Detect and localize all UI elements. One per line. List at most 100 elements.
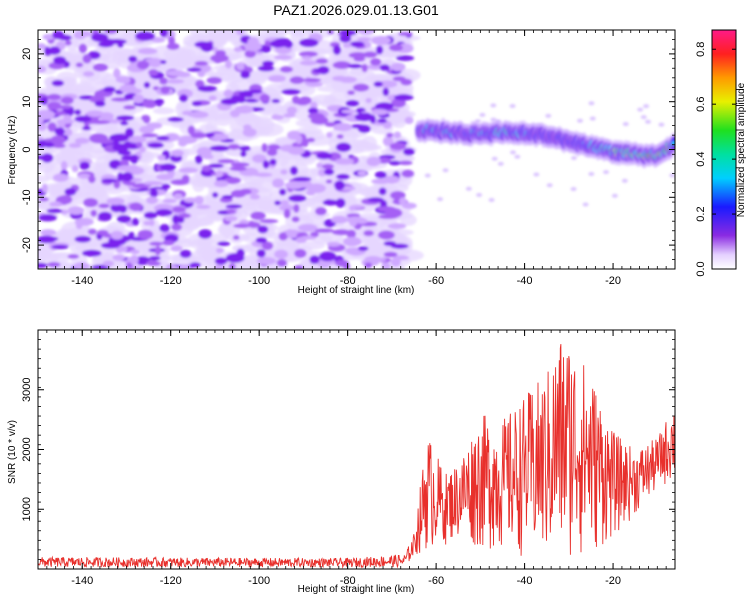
noise-blob <box>361 63 368 73</box>
noise-blob <box>58 194 73 205</box>
noise-blob <box>295 98 310 106</box>
noise-blob <box>389 142 407 150</box>
noise-blob <box>46 208 63 214</box>
noise-blob <box>316 187 325 192</box>
noise-blob <box>252 154 267 163</box>
noise-blob <box>189 111 209 119</box>
noise-blob <box>225 204 243 209</box>
noise-blob <box>336 134 344 139</box>
noise-blob <box>83 197 99 208</box>
noise-blob <box>267 144 281 151</box>
noise-blob <box>74 235 92 243</box>
noise-blob <box>144 58 164 65</box>
noise-blob <box>402 147 415 156</box>
noise-blob <box>179 249 192 259</box>
noise-blob <box>149 188 158 198</box>
noise-blob <box>50 135 66 145</box>
noise-blob <box>379 64 390 72</box>
noise-blob <box>74 109 82 116</box>
y-tick-label: -20 <box>21 237 33 253</box>
bottom-axes: -140 -120 -100 -80 -60 -40 -20 1000 2000 3000 <box>21 329 676 587</box>
noise-blob <box>129 249 140 255</box>
noise-blob <box>347 90 355 96</box>
noise-blob <box>301 138 309 148</box>
noise-blob <box>292 176 312 182</box>
noise-blob <box>252 212 266 220</box>
stray-blob <box>546 183 553 188</box>
x-tick-label: -60 <box>428 275 444 287</box>
noise-blob <box>198 229 212 239</box>
noise-blob <box>224 215 238 222</box>
noise-blob <box>202 154 214 160</box>
noise-blob <box>53 56 67 65</box>
noise-blob <box>315 58 329 64</box>
noise-blob <box>74 115 92 123</box>
x-tick-label: -40 <box>517 575 533 587</box>
noise-haze-blob <box>47 252 71 263</box>
stray-blob <box>488 197 495 202</box>
noise-blob <box>82 54 92 64</box>
noise-blob <box>240 70 251 79</box>
noise-blob <box>190 132 207 139</box>
stray-blob <box>640 115 647 120</box>
stray-blob <box>658 122 665 127</box>
x-tick-label: -40 <box>517 275 533 287</box>
noise-blob <box>82 126 92 131</box>
x-tick-label: -20 <box>605 275 621 287</box>
noise-blob <box>51 79 64 87</box>
noise-blob <box>107 38 127 45</box>
noise-blob <box>382 87 390 97</box>
noise-blob <box>325 179 333 184</box>
noise-haze-blob <box>71 38 95 49</box>
noise-blob <box>318 251 337 262</box>
noise-blob <box>90 209 98 217</box>
noise-blob <box>287 146 306 156</box>
noise-blob <box>78 43 88 54</box>
noise-haze-blob <box>198 123 216 135</box>
stray-blob <box>491 156 498 161</box>
noise-blob <box>38 214 57 222</box>
noise-blob <box>374 171 387 179</box>
noise-blob <box>38 109 56 120</box>
noise-blob <box>242 127 257 137</box>
noise-blob <box>74 217 94 226</box>
noise-blob <box>173 193 183 200</box>
noise-blob <box>73 262 90 269</box>
noise-blob <box>208 163 224 169</box>
noise-blob <box>259 219 279 224</box>
noise-blob <box>221 194 234 200</box>
noise-haze-blob <box>176 100 189 112</box>
noise-blob <box>74 137 90 144</box>
y-tick-label: 3000 <box>21 378 33 402</box>
stray-blob <box>514 154 521 159</box>
noise-blob <box>38 235 56 244</box>
noise-blob <box>335 142 352 152</box>
noise-blob <box>128 55 138 63</box>
noise-blob-group <box>38 30 675 269</box>
noise-blob <box>261 143 268 153</box>
noise-blob <box>356 30 376 35</box>
noise-blob <box>399 197 407 206</box>
noise-blob <box>332 45 342 55</box>
noise-blob <box>178 167 199 174</box>
noise-blob <box>271 98 281 104</box>
noise-blob <box>260 45 271 53</box>
x-tick-label: -80 <box>340 275 356 287</box>
noise-blob <box>67 254 80 259</box>
noise-blob <box>38 197 49 202</box>
noise-blob <box>295 134 303 145</box>
stray-blob <box>490 117 497 122</box>
noise-blob <box>371 108 388 116</box>
stray-blob <box>533 172 540 177</box>
noise-blob <box>234 105 254 114</box>
noise-blob <box>183 197 198 203</box>
noise-blob <box>331 215 348 224</box>
noise-blob <box>257 225 269 234</box>
stray-blob <box>588 172 595 177</box>
noise-blob <box>112 254 126 261</box>
noise-blob <box>393 94 414 101</box>
noise-blob <box>233 46 243 52</box>
noise-blob <box>191 101 202 107</box>
stray-blob <box>424 173 431 178</box>
noise-blob <box>57 104 73 110</box>
